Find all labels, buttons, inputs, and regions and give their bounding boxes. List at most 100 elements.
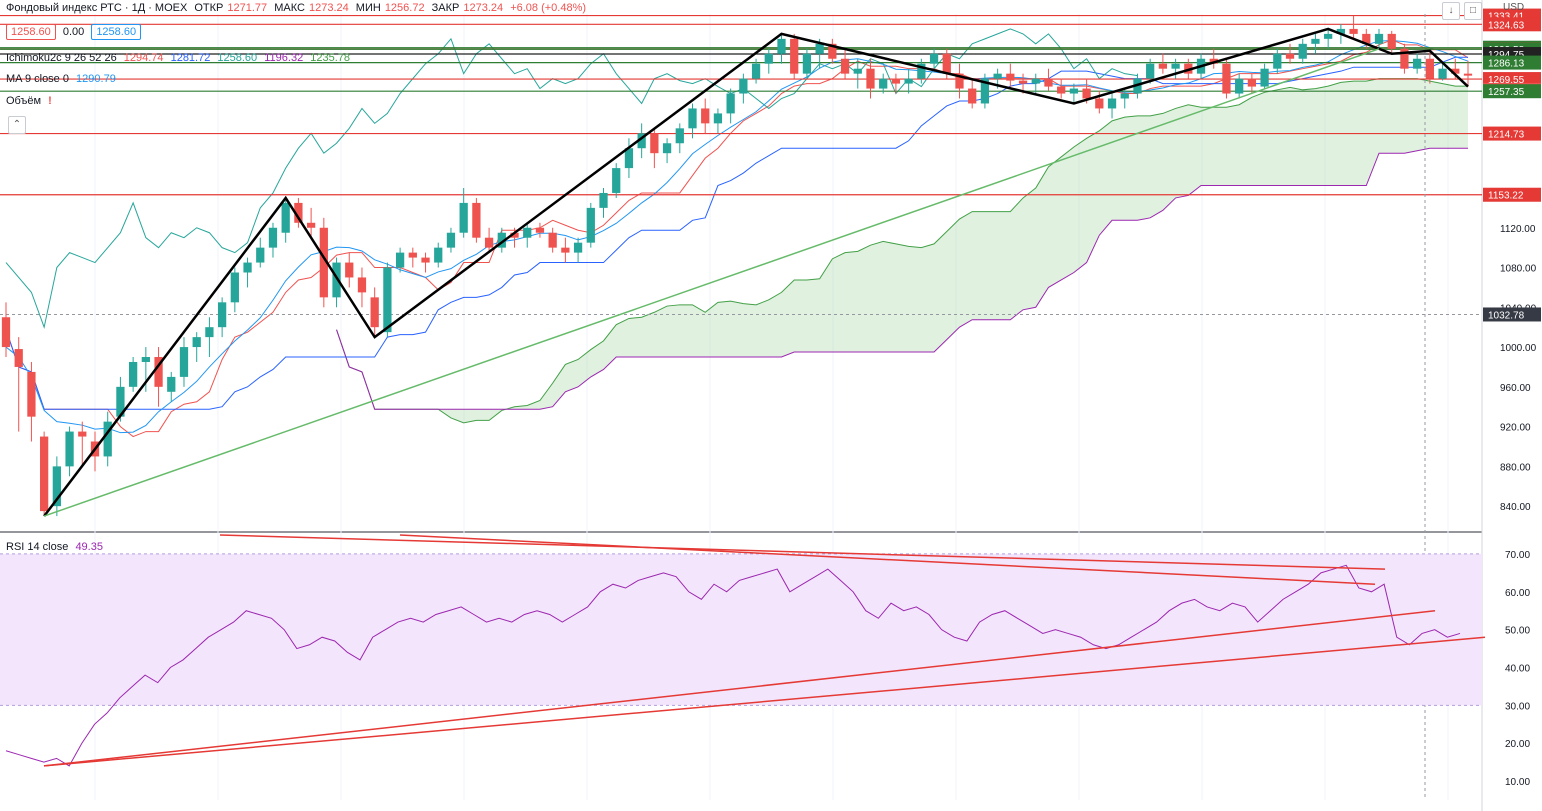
candle-body	[573, 242, 583, 253]
rsi-resistance-line	[399, 534, 1376, 585]
candle-body	[459, 202, 468, 233]
collapse-legend-button[interactable]: ⌃	[8, 116, 26, 134]
candle-body	[917, 63, 926, 79]
currency-label[interactable]: USD	[1503, 2, 1525, 13]
ichimoku-cloud	[336, 78, 1469, 424]
ma-legend[interactable]: MA 9 close 0 1290.79	[6, 73, 120, 85]
candle-body	[561, 247, 570, 253]
price-tick-label: 880.00	[1500, 462, 1531, 473]
candle-body	[395, 252, 405, 268]
rsi-band	[0, 553, 1482, 706]
rsi-resistance-line	[219, 534, 1386, 570]
candle-body	[1158, 63, 1168, 69]
candle-body	[1222, 63, 1231, 94]
price-label-bg	[1483, 187, 1541, 202]
candle-body	[446, 232, 456, 248]
candle-body	[65, 431, 74, 467]
candle-body	[548, 232, 557, 248]
candle-body	[167, 376, 176, 392]
volume-label: Объём	[6, 95, 42, 107]
candle-body	[815, 43, 824, 54]
candle-body	[828, 43, 837, 59]
candle-body	[1120, 93, 1129, 99]
rsi-support-line	[43, 636, 1486, 767]
candle-body	[891, 78, 901, 84]
candle-body	[497, 232, 506, 248]
price-tick-label: 1080.00	[1500, 264, 1537, 275]
close-value: 1273.24	[463, 2, 504, 14]
price-label-text: 1257.35	[1488, 87, 1525, 98]
candle-body	[383, 267, 392, 333]
candle-body	[472, 202, 481, 238]
candle-body	[1463, 73, 1473, 76]
candle-body	[1298, 43, 1307, 59]
price-label-text: 1324.63	[1488, 20, 1525, 31]
candle-body	[1451, 68, 1460, 74]
candle-body	[688, 108, 697, 129]
price-label-text: 1269.55	[1488, 75, 1525, 86]
rsi-tick-label: 70.00	[1505, 550, 1530, 561]
price-label-text: 1214.73	[1488, 130, 1525, 141]
candle-body	[929, 53, 939, 64]
candle-body	[675, 128, 684, 144]
price-axis: 1120.001080.001040.001000.00960.00920.00…	[1483, 8, 1541, 788]
candle-body	[345, 262, 354, 278]
spread-value: 0.00	[62, 26, 85, 38]
candle-body	[980, 78, 990, 104]
candle-body	[1235, 78, 1244, 94]
candle-body	[116, 386, 125, 417]
rsi-tick-label: 40.00	[1505, 664, 1530, 675]
rsi-support-line	[43, 609, 1436, 767]
candle-body	[421, 257, 430, 263]
candle-body	[713, 113, 723, 124]
candle-body	[1107, 98, 1117, 109]
symbol-header: Фондовый индекс РТС · 1Д · MOEX ОТКР 1271…	[6, 2, 590, 14]
candle-body	[78, 431, 87, 437]
candle-body	[1260, 68, 1269, 87]
ichimoku-legend[interactable]: Ichimoku2c 9 26 52 26 1294.74 1281.72 12…	[6, 52, 354, 64]
candle-body	[751, 63, 761, 79]
crosshair-label-text: 1032.78	[1488, 310, 1525, 321]
candle-body	[1057, 86, 1066, 94]
candle-body	[434, 247, 443, 263]
candle-body	[205, 327, 214, 338]
candle-body	[739, 78, 748, 94]
bid-box[interactable]: 1258.60	[6, 24, 56, 40]
change-value: +6.08 (+0.48%)	[510, 2, 587, 14]
candle-body	[294, 202, 303, 223]
price-label-text: 1153.22	[1488, 191, 1524, 202]
candle-body	[1146, 63, 1155, 79]
candle-body	[1413, 58, 1422, 69]
drawings	[43, 27, 1469, 517]
candle-body	[484, 237, 494, 248]
candle-body	[777, 38, 786, 54]
candle-body	[103, 421, 112, 457]
symbol-name[interactable]: Фондовый индекс РТС · 1Д · MOEX	[6, 2, 188, 14]
candle-body	[637, 133, 646, 149]
candles	[1, 15, 1473, 517]
candle-body	[408, 252, 417, 258]
candle-body	[332, 262, 341, 298]
candle-body	[586, 207, 595, 243]
rsi-tick-label: 10.00	[1505, 777, 1530, 788]
wave-zigzag	[43, 27, 1469, 517]
scroll-down-button[interactable]: ↓	[1442, 2, 1460, 20]
open-label: ОТКР	[194, 2, 224, 14]
rsi-legend[interactable]: RSI 14 close 49.35	[6, 541, 107, 553]
candle-body	[612, 168, 621, 193]
candle-body	[1069, 88, 1079, 94]
candle-body	[1374, 33, 1384, 44]
ichimoku-spana-value: 1235.78	[310, 52, 351, 64]
rsi-tick-label: 30.00	[1505, 701, 1530, 712]
rsi-label: RSI 14 close	[6, 541, 69, 553]
candle-body	[306, 222, 316, 228]
volume-legend[interactable]: Объём !	[6, 95, 56, 107]
maximize-button[interactable]: □	[1464, 2, 1482, 20]
candle-body	[192, 337, 201, 348]
ichimoku-tenkan-value: 1294.74	[123, 52, 164, 64]
ask-box[interactable]: 1258.60	[91, 24, 142, 40]
price-label-bg	[1483, 55, 1541, 70]
candle-body	[27, 371, 36, 417]
candle-body	[904, 78, 913, 84]
